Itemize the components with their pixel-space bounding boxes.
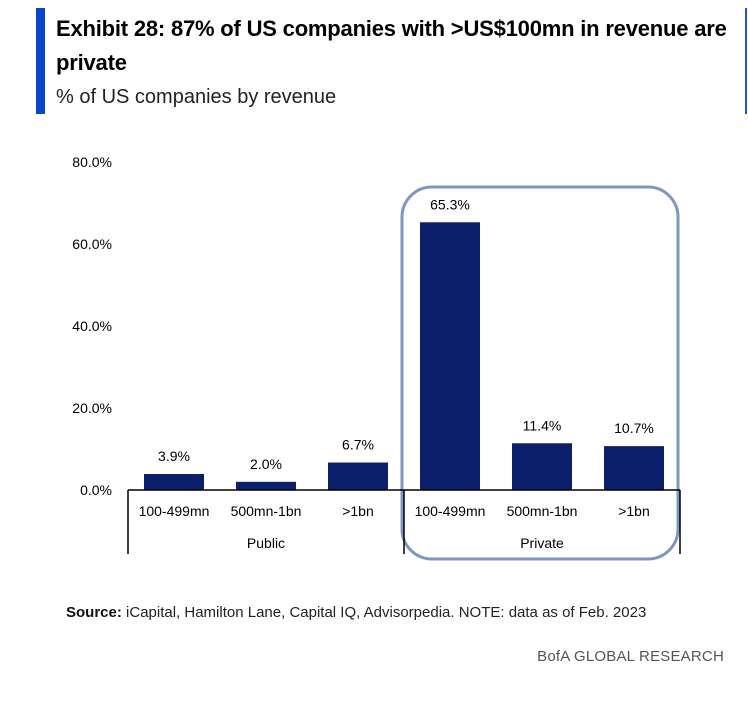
bar	[144, 474, 204, 490]
data-label: 65.3%	[430, 196, 470, 212]
data-label: 11.4%	[523, 417, 562, 433]
x-tick-label: 100-499mn	[139, 503, 210, 519]
accent-bar	[36, 8, 45, 114]
bar-chart: 0.0% 20.0% 40.0% 60.0% 80.0% 3.9% 100-499mn 2.0…	[72, 154, 681, 561]
y-tick-label: 80.0%	[72, 154, 112, 170]
y-tick-label: 60.0%	[72, 236, 112, 252]
y-tick-label: 20.0%	[72, 400, 112, 416]
x-tick-label: >1bn	[342, 503, 374, 519]
y-tick-label: 0.0%	[80, 482, 112, 498]
data-label: 6.7%	[342, 437, 374, 453]
bar	[420, 222, 480, 490]
bar	[512, 443, 572, 490]
x-tick-label: 500mn-1bn	[231, 503, 302, 519]
group-label: Private	[520, 535, 564, 551]
x-tick-label: >1bn	[618, 503, 650, 519]
highlight-box	[400, 185, 680, 561]
data-label: 3.9%	[158, 448, 190, 464]
source-text: iCapital, Hamilton Lane, Capital IQ, Adv…	[121, 604, 647, 621]
bar	[328, 462, 388, 490]
source-note: Source: iCapital, Hamilton Lane, Capital…	[66, 604, 646, 621]
brand-label: BofA GLOBAL RESEARCH	[537, 648, 724, 665]
exhibit-title: Exhibit 28: 87% of US companies with >US…	[56, 16, 727, 75]
y-tick-label: 40.0%	[72, 318, 112, 334]
x-tick-label: 500mn-1bn	[507, 503, 578, 519]
x-tick-label: 100-499mn	[415, 503, 486, 519]
right-rule	[745, 8, 747, 114]
group-label: Public	[247, 535, 285, 551]
bar	[236, 481, 296, 490]
source-label: Source:	[66, 604, 122, 621]
bar	[604, 446, 664, 490]
data-label: 10.7%	[614, 420, 654, 436]
data-label: 2.0%	[250, 456, 282, 472]
exhibit-subtitle: % of US companies by revenue	[56, 86, 337, 108]
